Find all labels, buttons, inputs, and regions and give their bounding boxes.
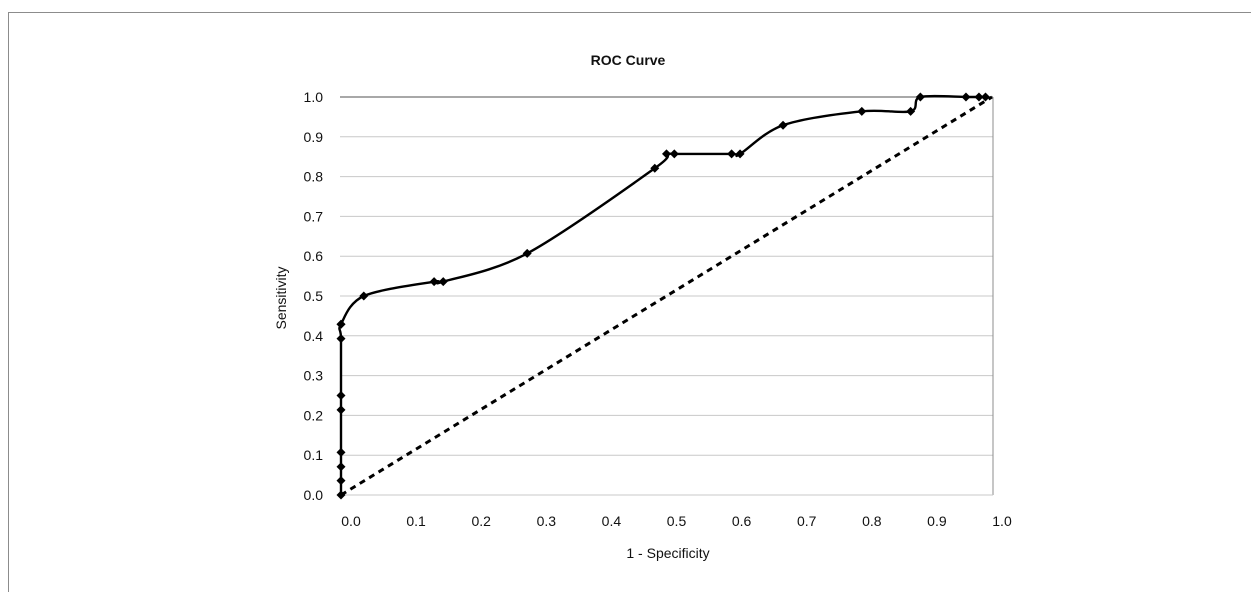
y-tick-label: 0.2: [304, 407, 324, 423]
data-point-marker: [336, 405, 346, 415]
grid-lines: [340, 96, 994, 496]
y-tick-label: 0.3: [304, 368, 324, 384]
data-point-marker: [336, 319, 346, 329]
x-axis-ticks: 0.0 0.1 0.2 0.3 0.4 0.5 0.6 0.7 0.8 0.9 1.0: [341, 513, 1012, 529]
data-point-marker: [735, 149, 745, 159]
x-tick-label: 0.5: [667, 513, 687, 529]
data-point-marker: [961, 92, 971, 102]
data-point-marker: [915, 92, 925, 102]
data-point-marker: [906, 106, 916, 116]
chart-title: ROC Curve: [591, 52, 666, 68]
data-point-marker: [650, 163, 660, 173]
x-tick-label: 0.0: [341, 513, 361, 529]
x-axis-label: 1 - Specificity: [626, 545, 709, 561]
data-point-marker: [438, 277, 448, 287]
x-tick-label: 0.2: [471, 513, 491, 529]
y-axis-label: Sensitivity: [273, 266, 289, 329]
x-tick-label: 0.3: [537, 513, 557, 529]
y-tick-label: 0.8: [304, 169, 324, 185]
data-point-marker: [336, 334, 346, 344]
x-tick-label: 0.1: [406, 513, 426, 529]
data-point-marker: [359, 291, 369, 301]
y-tick-label: 0.1: [304, 447, 324, 463]
data-point-marker: [336, 391, 346, 400]
data-point-marker: [522, 248, 532, 258]
x-tick-label: 1.0: [992, 513, 1012, 529]
y-axis-ticks: 0.0 0.1 0.2 0.3 0.4 0.5 0.6 0.7 0.8 0.9 1.0: [304, 89, 324, 503]
data-point-marker: [336, 476, 346, 486]
y-tick-label: 0.5: [304, 288, 324, 304]
data-point-marker: [727, 149, 737, 159]
x-tick-label: 0.6: [732, 513, 752, 529]
y-tick-label: 0.9: [304, 129, 324, 145]
data-point-marker: [662, 149, 671, 159]
data-point-marker: [336, 447, 346, 457]
x-tick-label: 0.4: [602, 513, 622, 529]
x-tick-label: 0.9: [927, 513, 947, 529]
data-point-marker: [429, 277, 439, 287]
data-point-marker: [336, 490, 346, 500]
x-tick-label: 0.8: [862, 513, 882, 529]
data-point-marker: [980, 92, 990, 102]
y-tick-label: 0.4: [304, 328, 324, 344]
x-tick-label: 0.7: [797, 513, 817, 529]
y-tick-label: 0.0: [304, 487, 324, 503]
data-point-marker: [857, 106, 867, 116]
data-point-marker: [669, 149, 679, 159]
data-point-marker: [778, 120, 788, 130]
y-tick-label: 0.7: [304, 208, 324, 224]
y-tick-label: 1.0: [304, 89, 324, 105]
y-tick-label: 0.6: [304, 248, 324, 264]
data-point-marker: [336, 462, 346, 472]
data-point-marker: [974, 92, 984, 102]
curve-markers: [336, 92, 990, 500]
